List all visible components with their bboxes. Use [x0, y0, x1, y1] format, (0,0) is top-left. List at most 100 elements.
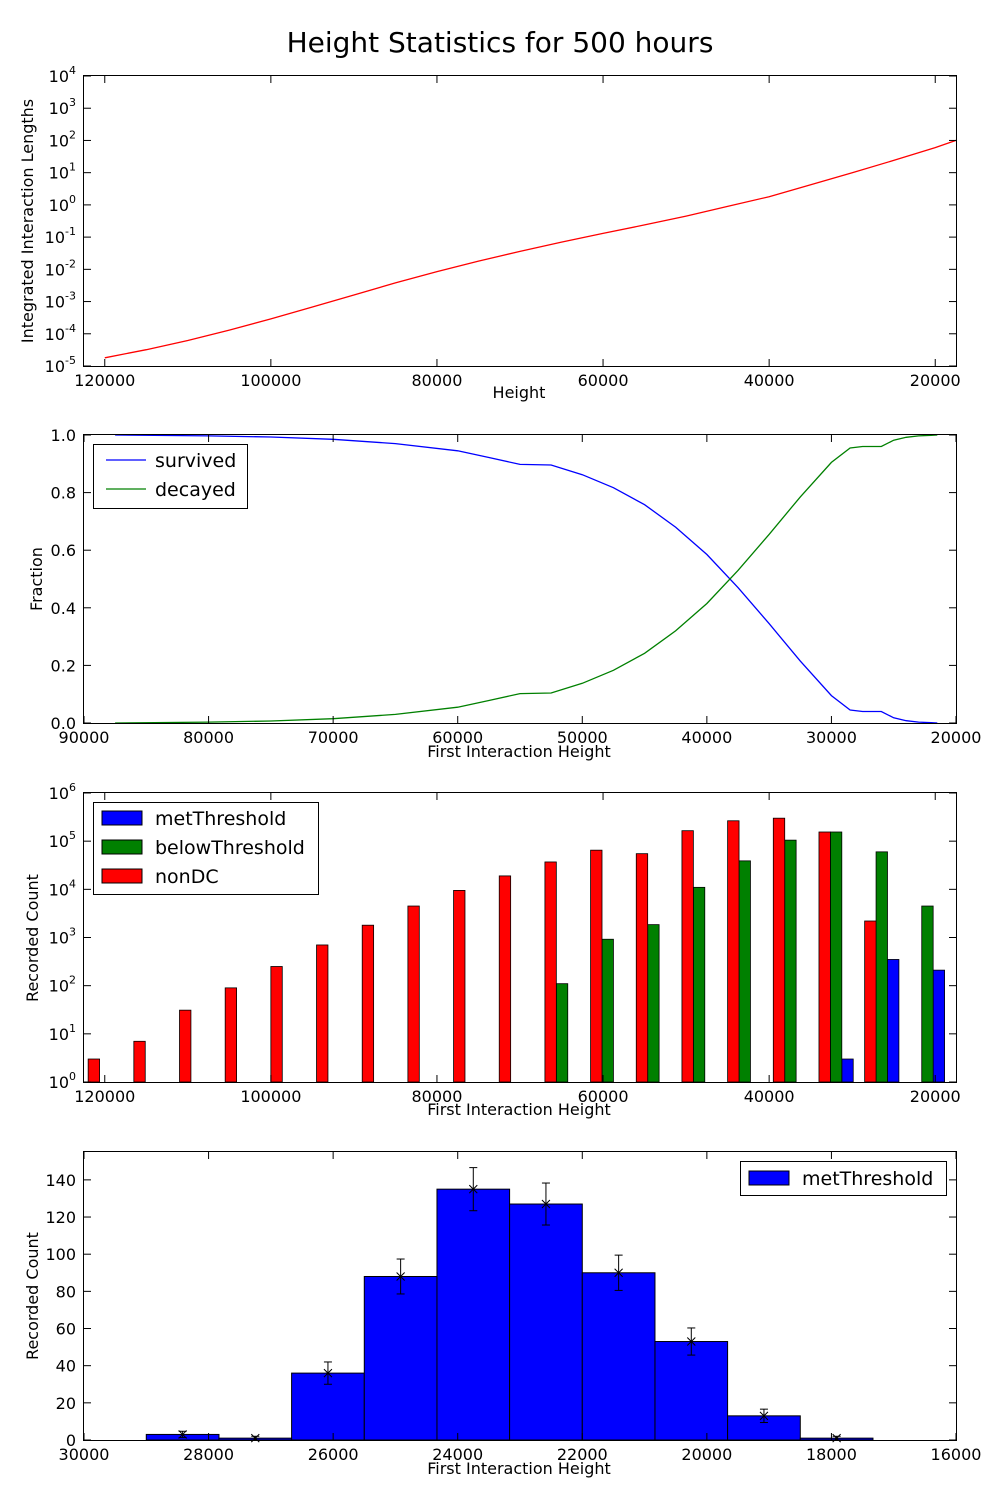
chart-panel-1: 120000 100000 80000 60000 40000 20000 10-5 10-4… — [18, 64, 961, 402]
y-tick-label: 0.6 — [51, 541, 76, 560]
y-tick-label: 140 — [45, 1171, 76, 1190]
x-tick-label: 20000 — [931, 728, 982, 747]
point-marker — [614, 1268, 623, 1278]
x-tick-label: 120000 — [74, 1087, 135, 1106]
x-tick-label: 50000 — [557, 728, 608, 747]
bar-belowThreshold — [555, 983, 569, 1083]
y-tick-label: 101 — [49, 161, 76, 183]
legend-swatch-nonDC — [101, 868, 143, 884]
x-tick-label: 22000 — [557, 1445, 608, 1464]
bar-nonDC — [635, 853, 649, 1083]
y-tick-label: 60 — [56, 1320, 76, 1339]
y-tick-label: 0.0 — [51, 714, 76, 733]
bar-nonDC — [681, 830, 694, 1083]
legend-swatch-belowThreshold — [101, 839, 143, 855]
x-tick-label: 26000 — [308, 1445, 359, 1464]
bar-nonDC — [133, 1040, 146, 1083]
bar-nonDC — [179, 1009, 192, 1083]
chart-panel-2: 90000 80000 70000 60000 50000 40000 30000 20000… — [27, 426, 981, 761]
y-tick-label: 10-3 — [45, 290, 76, 312]
point-marker — [178, 1430, 187, 1439]
y-tick-label: 103 — [49, 96, 76, 118]
legend-swatch-metThreshold — [101, 810, 143, 826]
y-tick-label: 0.4 — [51, 599, 76, 618]
x-axis-label: Height — [493, 383, 546, 402]
legend-label-survived: survived — [155, 450, 236, 472]
bar-nonDC — [772, 817, 786, 1083]
y-tick-label: 10-2 — [45, 257, 76, 279]
figure-title: Height Statistics for 500 hours — [287, 26, 714, 59]
legend-label-belowThreshold: belowThreshold — [155, 837, 305, 859]
bar-nonDC — [270, 966, 283, 1083]
y-tick-label: 0.8 — [51, 484, 76, 503]
bar-metThreshold — [841, 1058, 854, 1083]
series-line-survived — [115, 434, 938, 724]
x-tick-label: 40000 — [681, 728, 732, 747]
histogram-bar — [509, 1203, 583, 1441]
bar-nonDC — [224, 987, 238, 1083]
x-tick-label: 80000 — [411, 371, 462, 390]
bar-belowThreshold — [921, 905, 934, 1083]
point-marker — [686, 1337, 696, 1346]
x-tick-label: 60000 — [578, 1087, 629, 1106]
y-tick-label: 100 — [49, 193, 76, 215]
x-tick-label: 20000 — [910, 371, 961, 390]
y-tick-label: 100 — [49, 1070, 76, 1092]
x-tick-label: 90000 — [59, 728, 110, 747]
bar-nonDC — [407, 905, 420, 1083]
bar-nonDC — [498, 875, 512, 1083]
x-tick-label: 30000 — [806, 728, 857, 747]
x-tick-label: 16000 — [931, 1445, 982, 1464]
y-axis-label: Fraction — [27, 547, 46, 611]
bar-nonDC — [453, 890, 466, 1083]
chart-panel-3: 120000 100000 80000 60000 40000 20000 100 101 10… — [23, 781, 961, 1119]
x-tick-label: 60000 — [578, 371, 629, 390]
x-axis-label: First Interaction Height — [427, 1100, 611, 1119]
x-tick-label: 18000 — [806, 1445, 857, 1464]
chart-panel-4: 30000 28000 26000 24000 22000 20000 18000 16000… — [23, 1151, 982, 1478]
bar-belowThreshold — [647, 924, 660, 1083]
plot-frame — [83, 75, 957, 367]
bar-nonDC — [544, 861, 557, 1083]
bar-metThreshold — [932, 969, 945, 1083]
point-marker — [541, 1199, 551, 1209]
x-tick-label: 20000 — [910, 1087, 961, 1106]
x-axis-label: First Interaction Height — [427, 742, 611, 761]
legend: metThreshold — [740, 1161, 947, 1196]
x-tick-label: 28000 — [183, 1445, 234, 1464]
x-tick-label: 30000 — [59, 1445, 110, 1464]
y-axis-label: Recorded Count — [23, 1232, 42, 1360]
legend-swatch-metThreshold — [748, 1170, 790, 1186]
bar-nonDC — [87, 1058, 100, 1083]
bar-belowThreshold — [829, 831, 843, 1083]
x-tick-label: 100000 — [240, 371, 301, 390]
point-marker — [759, 1411, 769, 1421]
y-tick-label: 100 — [45, 1245, 76, 1264]
y-tick-label: 101 — [49, 1022, 76, 1044]
y-tick-label: 10-5 — [45, 354, 76, 376]
y-tick-label: 0 — [66, 1431, 76, 1450]
x-tick-label: 24000 — [432, 1445, 483, 1464]
point-marker — [396, 1272, 405, 1281]
x-tick-label: 60000 — [432, 728, 483, 747]
bar-belowThreshold — [875, 851, 888, 1083]
x-tick-label: 40000 — [744, 1087, 795, 1106]
legend-label-metThreshold: metThreshold — [155, 808, 286, 830]
y-tick-label: 10-4 — [45, 322, 76, 344]
bar-belowThreshold — [784, 839, 797, 1083]
bar-nonDC — [361, 924, 375, 1083]
y-tick-label: 102 — [49, 974, 76, 996]
x-tick-label: 100000 — [240, 1087, 301, 1106]
y-tick-label: 102 — [49, 128, 76, 150]
series-line-interaction-lengths — [104, 139, 957, 359]
bar-nonDC — [864, 920, 877, 1083]
bar-belowThreshold — [601, 938, 614, 1083]
y-tick-label: 10-1 — [45, 225, 76, 247]
plot-frame — [83, 792, 957, 1083]
plot-frame — [83, 1151, 957, 1441]
legend-label-decayed: decayed — [155, 479, 236, 501]
x-tick-label: 40000 — [744, 371, 795, 390]
legend: survived decayed — [93, 444, 248, 509]
bar-belowThreshold — [692, 886, 706, 1083]
